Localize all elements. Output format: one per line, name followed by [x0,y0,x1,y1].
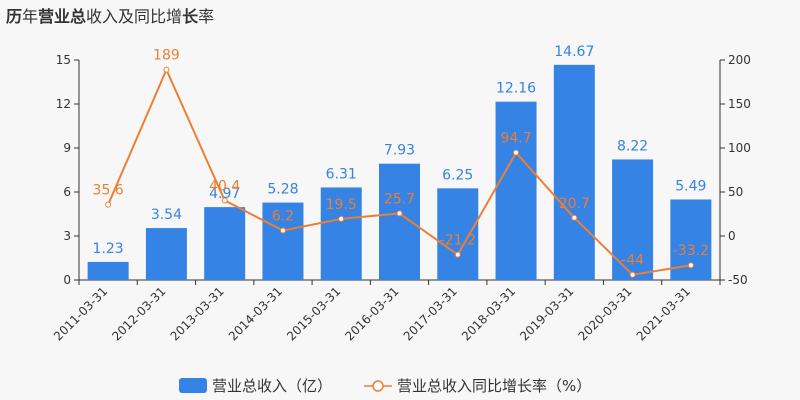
growth-point [513,149,520,156]
bar-value-label: 14.67 [554,44,594,60]
y-right-tick-label: 150 [728,97,751,111]
growth-point [338,215,345,222]
growth-point [687,262,694,269]
bar [320,187,362,280]
y-right-tick-label: -50 [728,273,748,287]
growth-point [221,197,228,204]
bar [145,228,187,280]
x-tick-label: 2021-03-31 [634,284,693,343]
title-part: 率 [198,7,215,26]
growth-point [571,214,578,221]
x-tick-label: 2012-03-31 [109,284,168,343]
bar [262,202,304,280]
growth-value-label: 19.5 [326,197,357,213]
y-right-tick-label: 200 [728,53,751,67]
title-part: 长 [182,7,199,26]
bar-value-label: 5.28 [267,182,298,198]
bar [437,188,479,280]
bar-value-label: 4.97 [209,186,240,202]
chart-title: 历年营业总收入及同比增长率 [6,3,214,27]
y-right-tick-label: 0 [728,229,736,243]
bar-value-label: 7.93 [384,143,415,159]
x-tick-label: 2019-03-31 [517,284,576,343]
bar-value-label: 6.25 [442,167,473,183]
growth-value-label: 25.7 [384,191,415,207]
bar-value-label: 5.49 [675,178,706,194]
bar-value-label: 6.31 [326,166,357,182]
growth-point [163,66,170,73]
growth-value-label: 20.7 [559,196,590,212]
growth-value-label: -33.2 [673,243,709,259]
y-left-tick-label: 9 [63,141,71,155]
growth-value-label: 189 [153,48,180,64]
bar [553,64,595,280]
growth-point [454,251,461,258]
x-tick-label: 2016-03-31 [342,284,401,343]
growth-value-label: 94.7 [500,131,531,147]
y-right-tick-label: 50 [728,185,743,199]
x-tick-label: 2020-03-31 [575,284,634,343]
y-right-tick-label: 100 [728,141,751,155]
growth-value-label: -21.2 [440,233,476,249]
growth-value-label: 40.4 [209,178,240,194]
bar-value-label: 1.23 [93,241,124,257]
title-part: 历 [6,7,23,26]
bar [495,101,537,280]
bar [612,159,654,280]
legend-bar-swatch [179,378,207,393]
bar [87,261,129,280]
title-part: 年 [22,7,39,26]
bar [379,163,420,280]
x-tick-label: 2011-03-31 [51,284,110,343]
x-tick-label: 2013-03-31 [168,284,227,343]
legend-line-marker [372,380,384,392]
growth-point [105,201,112,208]
title-part: 收入及同比增 [86,7,183,26]
y-left-tick-label: 15 [56,53,71,67]
x-tick-label: 2014-03-31 [226,284,285,343]
growth-value-label: -44 [621,253,644,269]
legend-bar-label: 营业总收入（亿） [212,377,332,395]
x-tick-label: 2015-03-31 [284,284,343,343]
legend-line-label: 营业总收入同比增长率（%） [397,377,591,395]
x-tick-label: 2018-03-31 [459,284,518,343]
growth-value-label: 35.6 [93,183,124,199]
x-tick-label: 2017-03-31 [401,284,460,343]
bar-value-label: 3.54 [151,207,182,223]
bar-value-label: 8.22 [617,138,648,154]
bar-value-label: 12.16 [496,81,536,97]
growth-point [279,227,286,234]
y-left-tick-label: 12 [56,97,71,111]
growth-point [396,210,403,217]
y-left-tick-label: 6 [63,185,71,199]
bar [204,207,246,280]
y-left-tick-label: 3 [63,229,71,243]
growth-value-label: 6.2 [272,209,294,225]
y-left-tick-label: 0 [63,273,71,287]
growth-point [629,271,636,278]
title-part: 营业总 [38,7,87,26]
